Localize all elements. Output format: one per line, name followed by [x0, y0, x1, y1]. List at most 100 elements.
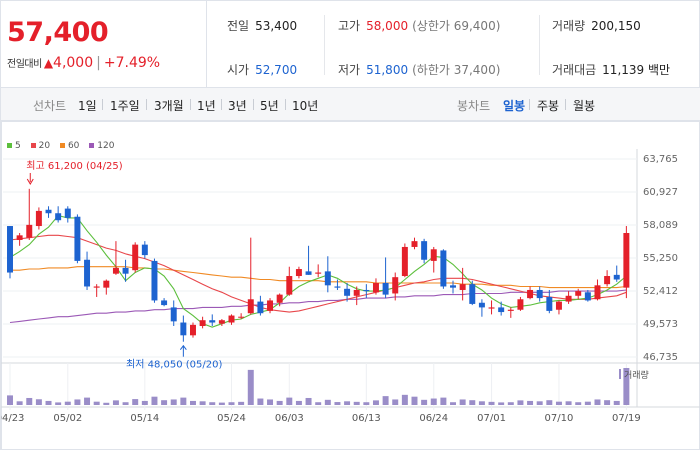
volume-bar — [527, 400, 534, 405]
period-1d-button[interactable]: 1일 — [78, 99, 97, 113]
candle-body — [450, 285, 457, 288]
candle-body — [132, 244, 139, 271]
y-tick-label: 49,573 — [643, 319, 678, 330]
chart-legend: 5 20 60 120 — [7, 141, 121, 151]
candle-body — [584, 292, 591, 301]
stat-label: 거래량 — [552, 19, 586, 33]
x-tick-label: 06/13 — [352, 413, 381, 424]
candle-body — [218, 320, 225, 324]
x-tick-label: 07/10 — [545, 413, 574, 424]
legend-label: 5 — [15, 141, 21, 151]
candle-body — [74, 216, 81, 261]
legend-swatch — [59, 143, 65, 148]
change-label: 전일대비 — [7, 59, 42, 70]
volume-bar — [7, 395, 13, 405]
volume-bar — [440, 397, 447, 405]
stat-open: 시가 52,700 — [227, 61, 297, 78]
candle-body — [353, 289, 360, 296]
period-1w-button[interactable]: 1주일 — [110, 99, 140, 113]
volume-bar — [84, 397, 91, 405]
candle-body — [199, 320, 206, 327]
volume-bar — [363, 402, 370, 405]
x-tick-label: 06/24 — [419, 413, 448, 424]
candle-body — [122, 267, 129, 274]
period-3m-button[interactable]: 3개월 — [154, 99, 184, 113]
stat-value: 11,139 백만 — [602, 63, 671, 77]
volume-bar — [55, 402, 62, 405]
candle-body — [305, 271, 312, 275]
candle-body — [372, 282, 379, 293]
y-tick-label: 46,735 — [643, 352, 678, 363]
volume-bar — [392, 399, 399, 405]
candle-body — [555, 301, 562, 310]
stat-low: 저가 51,800 (하한가 37,400) — [338, 61, 500, 78]
y-tick-label: 55,250 — [643, 253, 678, 264]
volume-bar — [604, 400, 611, 405]
volume-bar — [353, 401, 360, 405]
volume-bar — [324, 399, 331, 405]
toolbar-divider — [102, 99, 103, 110]
volume-bar — [132, 399, 139, 405]
candle-body — [151, 260, 158, 301]
stat-volume: 거래량 200,150 — [552, 17, 641, 34]
candle-body — [26, 224, 33, 238]
candle-body — [141, 244, 148, 256]
candle-body — [488, 307, 495, 309]
volume-bar — [411, 396, 418, 405]
stat-lower-limit: (하한가 37,400) — [412, 63, 501, 77]
volume-bar — [488, 401, 495, 405]
weekly-candle-button[interactable]: 주봉 — [537, 99, 560, 113]
volume-bar — [74, 399, 81, 405]
volume-bar — [26, 397, 33, 405]
candle-body — [257, 301, 264, 314]
stat-value: 51,800 — [366, 63, 409, 77]
candle-body — [276, 294, 283, 303]
candle-body — [84, 259, 91, 287]
volume-bar — [421, 399, 428, 405]
high-annotation: 최고 61,200 (04/25) — [26, 160, 122, 172]
volume-bar — [93, 401, 100, 405]
volume-bar — [584, 401, 591, 405]
stat-value: 52,700 — [255, 63, 298, 77]
quote-panel: 57,400 전일대비 ▲4,000 | +7.49% 전일 53,400 고가 58,0… — [1, 1, 700, 88]
candle-body — [527, 289, 534, 299]
volume-bar — [199, 401, 206, 405]
legend-label: 120 — [97, 141, 115, 151]
stat-prev-close: 전일 53,400 — [227, 17, 297, 34]
legend-swatch — [7, 143, 12, 148]
daily-candle-button[interactable]: 일봉 — [503, 99, 526, 113]
candle-body — [430, 249, 437, 261]
volume-bar — [613, 400, 620, 405]
period-3y-button[interactable]: 3년 — [228, 99, 247, 113]
period-10y-button[interactable]: 10년 — [292, 99, 319, 113]
x-tick-label: 07/19 — [612, 413, 641, 424]
period-1y-button[interactable]: 1년 — [197, 99, 216, 113]
candle-body — [267, 300, 274, 311]
x-tick-label: 05/24 — [217, 413, 246, 424]
period-5y-button[interactable]: 5년 — [260, 99, 279, 113]
toolbar-divider — [253, 99, 254, 110]
toolbar-divider — [529, 99, 530, 110]
monthly-candle-button[interactable]: 월봉 — [573, 99, 596, 113]
candle-body — [189, 324, 196, 336]
stat-value: 58,000 — [366, 19, 409, 33]
period-toolbar: 선차트 1일 1주일 3개월 1년 3년 5년 10년 봉차트 일봉 주봉 월봉 — [1, 88, 700, 121]
volume-bar — [344, 401, 351, 405]
x-tick-label: 07/01 — [477, 413, 506, 424]
stat-value: 200,150 — [591, 19, 641, 33]
ma5-line — [9, 214, 627, 328]
volume-bar — [64, 401, 71, 405]
volume-bar — [276, 400, 283, 405]
stat-label: 거래대금 — [552, 63, 597, 77]
volume-bar — [305, 397, 312, 405]
legend-item-ma5: 5 — [7, 141, 21, 151]
legend-swatch — [30, 143, 36, 148]
candle-body — [565, 295, 572, 302]
candle-body — [382, 282, 389, 295]
candle-body — [238, 316, 245, 318]
candle-body — [401, 246, 408, 277]
candle-body — [45, 209, 52, 214]
volume-bar — [450, 402, 457, 405]
stat-label: 저가 — [338, 63, 361, 77]
toolbar-divider — [565, 99, 566, 110]
